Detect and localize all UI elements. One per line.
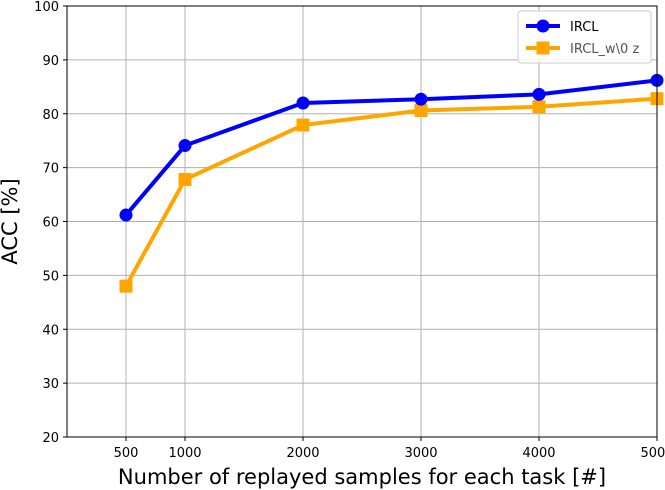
data-point — [178, 139, 192, 153]
grid-lines — [67, 5, 658, 438]
x-tick-label: 1000 — [168, 446, 201, 461]
y-tick-label: 100 — [34, 0, 59, 15]
x-axis-ticks: 500 1000 2000 3000 4000 5000 — [114, 437, 665, 461]
plot-frame — [66, 5, 658, 438]
legend-entry: IRCL — [526, 19, 599, 35]
legend: IRCL IRCL_w\0 z — [517, 10, 652, 64]
data-point — [532, 87, 546, 101]
x-axis-label: Number of replayed samples for each task… — [118, 465, 606, 489]
data-point — [296, 96, 310, 110]
series-1 — [119, 92, 664, 293]
y-tick-label: 60 — [42, 216, 59, 231]
legend-entry: IRCL_w\0 z — [526, 41, 639, 57]
y-tick-label: 50 — [42, 269, 59, 284]
legend-label: IRCL — [570, 20, 599, 35]
legend-label: IRCL_w\0 z — [570, 42, 639, 57]
y-tick-label: 70 — [42, 162, 59, 177]
y-tick-label: 20 — [42, 431, 59, 446]
series-line — [124, 96, 658, 288]
series-group — [119, 73, 664, 293]
data-point — [119, 279, 133, 293]
series-line — [124, 78, 658, 217]
y-axis-ticks: 20 30 40 50 60 70 80 90 100 — [34, 0, 67, 446]
data-point — [414, 104, 428, 118]
y-tick-label: 30 — [42, 377, 59, 392]
data-point — [178, 172, 192, 186]
data-point — [119, 208, 133, 222]
y-tick-label: 90 — [42, 54, 59, 69]
y-axis-label: ACC [%] — [0, 178, 22, 264]
series-0 — [119, 73, 664, 222]
data-point — [532, 100, 546, 114]
data-point — [414, 92, 428, 106]
x-tick-label: 2000 — [286, 446, 319, 461]
data-point — [296, 118, 310, 132]
y-tick-label: 40 — [42, 323, 59, 338]
x-tick-label: 500 — [114, 446, 139, 461]
y-tick-label: 80 — [42, 108, 59, 123]
legend-marker — [536, 41, 550, 55]
legend-marker — [536, 19, 550, 33]
x-tick-label: 3000 — [404, 446, 437, 461]
x-tick-label: 4000 — [522, 446, 555, 461]
x-tick-label: 5000 — [640, 446, 665, 461]
